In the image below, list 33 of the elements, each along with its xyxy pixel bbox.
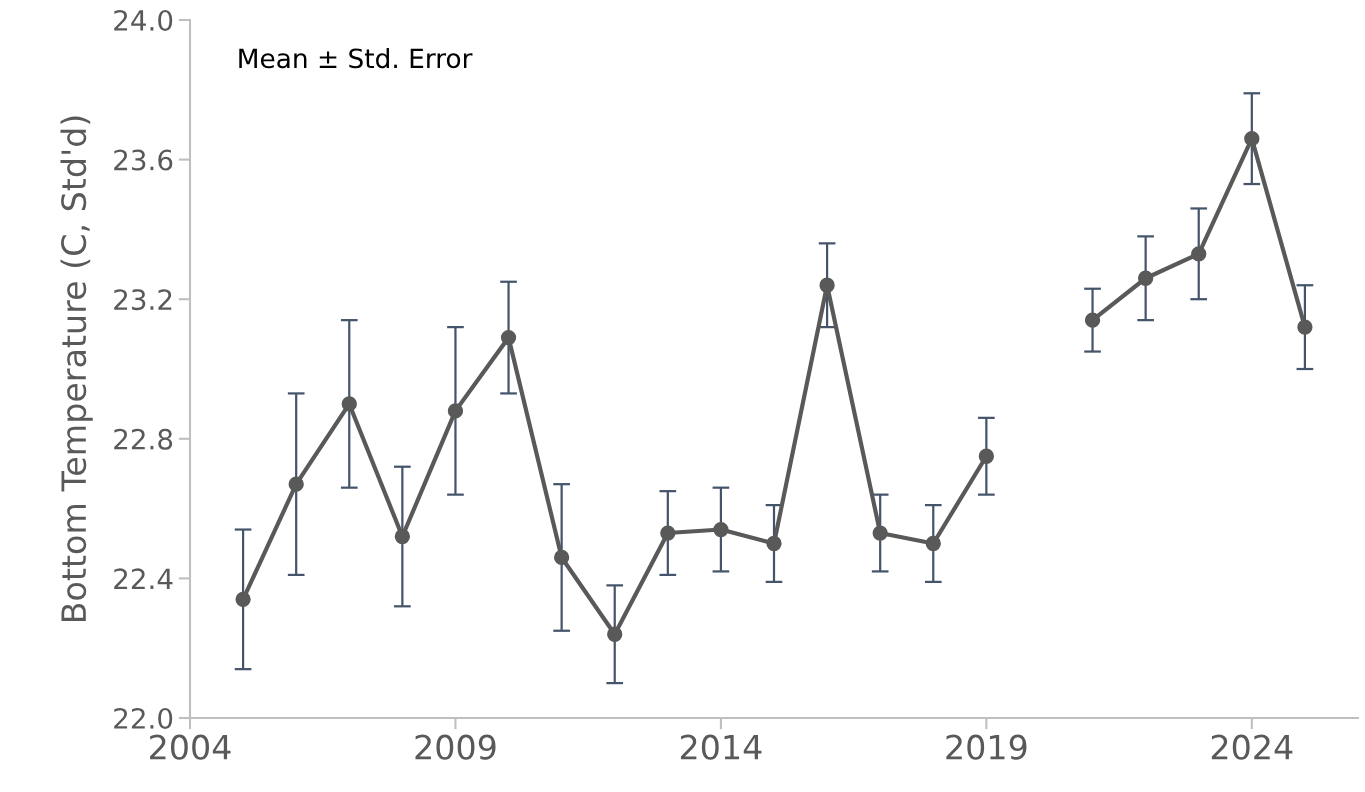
y-tick-label: 23.6 xyxy=(114,149,173,171)
x-tick-label: 2019 xyxy=(946,734,1027,760)
annotation: Mean ± Std. Error xyxy=(239,47,473,69)
y-axis-title: Bottom Temperature (C, Std'd) xyxy=(60,116,93,622)
point xyxy=(394,528,411,545)
point xyxy=(341,396,357,412)
point xyxy=(819,277,835,293)
y-tick-label: 22.0 xyxy=(114,707,173,729)
y-tick-label: 22.4 xyxy=(114,568,173,589)
point xyxy=(553,549,570,566)
point xyxy=(1297,319,1313,335)
point xyxy=(1191,246,1207,262)
point xyxy=(766,535,782,552)
point xyxy=(288,476,304,492)
point xyxy=(978,448,995,464)
y-tick-label: 23.2 xyxy=(114,289,172,311)
y-tick-label: 22.8 xyxy=(114,428,173,450)
point xyxy=(660,525,676,541)
point xyxy=(447,403,464,419)
x-tick-label: 2024 xyxy=(1211,734,1293,760)
x-tick-label: 2004 xyxy=(150,734,231,760)
point xyxy=(235,591,251,607)
point xyxy=(1244,131,1260,147)
point xyxy=(607,626,623,642)
point xyxy=(925,535,941,552)
point xyxy=(713,521,729,538)
point xyxy=(1084,312,1101,328)
x-tick-label: 2014 xyxy=(680,734,762,760)
point xyxy=(872,525,888,541)
y-tick-label: 24.0 xyxy=(114,9,173,31)
point xyxy=(500,329,517,346)
x-tick-label: 2009 xyxy=(415,734,496,760)
point xyxy=(1137,270,1154,286)
